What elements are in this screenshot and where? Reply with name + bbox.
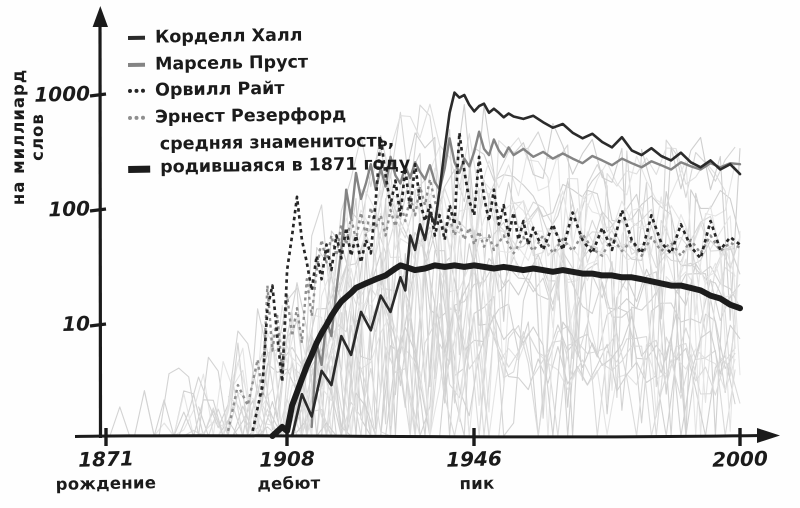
x-tick-label-1871: 1871 [77,446,135,472]
y-axis-title: на миллиард слов [9,68,47,206]
x-sublabel-birth: рождение [55,473,157,494]
rutherford-dotted-swatch [127,115,146,120]
x-tick-label-2000: 2000 [711,446,769,472]
legend-item-rutherford: Эрнест Резерфорд [127,104,410,128]
legend-label-average: средняя знаменитость, родившаяся в 1871 … [159,131,411,178]
proust-line-swatch [127,62,146,67]
legend-item-wright: Орвилл Райт [127,77,410,101]
legend-item-hull: Корделл Халл [127,24,410,48]
hull-line-swatch [127,35,146,40]
legend: Корделл Халл Марсель Пруст Орвилл Райт Э… [127,24,411,185]
legend-label-wright: Орвилл Райт [154,78,285,101]
legend-item-average: средняя знаменитость, родившаяся в 1871 … [128,130,411,180]
x-sublabel-debut: дебют [257,473,321,494]
y-tick-label-100: 100 [47,196,91,222]
legend-label-rutherford: Эрнест Резерфорд [154,104,347,128]
x-tick-label-1946: 1946 [445,446,503,472]
x-sublabel-peak: пик [459,473,495,494]
legend-label-hull: Корделл Халл [154,25,303,48]
average-line-swatch [128,165,151,173]
y-tick-label-1000: 1000 [34,81,91,107]
wright-dotted-swatch [127,88,146,93]
legend-label-proust: Марсель Пруст [154,51,309,75]
y-tick-label-10: 10 [61,311,91,336]
legend-item-proust: Марсель Пруст [127,51,410,75]
x-tick-label-1908: 1908 [258,446,316,472]
